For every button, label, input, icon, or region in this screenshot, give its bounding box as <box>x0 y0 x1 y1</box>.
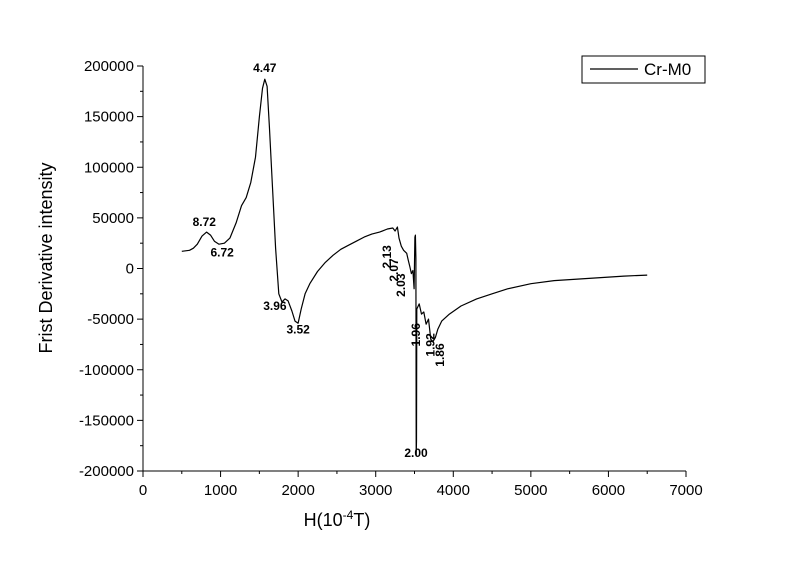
y-axis-title: Frist Derivative intensity <box>36 162 56 353</box>
peak-label: 2.03 <box>394 273 408 297</box>
x-axis-title-prefix: H(10 <box>304 510 343 530</box>
peak-label: 3.52 <box>286 322 310 336</box>
peak-label: 1.92 <box>424 333 438 357</box>
x-tick-label: 2000 <box>281 482 314 499</box>
peak-label: 2.07 <box>387 258 401 282</box>
series-layer <box>181 78 648 457</box>
x-tick-label: 3000 <box>359 482 392 499</box>
legend: Cr-M0 <box>581 55 706 84</box>
y-tick-label: -50000 <box>87 311 134 328</box>
x-tick-label: 4000 <box>437 482 470 499</box>
legend-entry-cr-m0: Cr-M0 <box>644 60 691 79</box>
ticks: 0 1000 2000 3000 4000 5000 6000 7000 -200000 -150… <box>79 58 703 499</box>
y-tick-label: 200000 <box>84 58 134 75</box>
x-tick-label: 5000 <box>514 482 547 499</box>
y-tick-label: -100000 <box>79 362 134 379</box>
y-tick-label: -150000 <box>79 412 134 429</box>
x-tick-label: 6000 <box>592 482 625 499</box>
peak-label: 6.72 <box>210 245 234 259</box>
x-axis-title: H(10-4T) <box>304 508 371 530</box>
peak-label: 2.13 <box>380 245 394 269</box>
legend-box <box>581 55 706 84</box>
series-line-cr-m0 <box>181 78 648 457</box>
peak-label: 4.47 <box>253 61 277 75</box>
x-tick-label: 1000 <box>204 482 237 499</box>
y-tick-label: -200000 <box>79 463 134 480</box>
peak-label: 1.96 <box>409 323 423 347</box>
peak-label: 1.86 <box>433 343 447 367</box>
x-axis-title-suffix: T) <box>353 510 370 530</box>
y-tick-label: 150000 <box>84 109 134 126</box>
x-tick-label: 7000 <box>669 482 702 499</box>
x-tick-label: 0 <box>139 482 147 499</box>
x-axis-title-exponent: -4 <box>343 508 354 522</box>
peak-label: 3.96 <box>263 299 287 313</box>
peak-annotations: 4.47 8.72 6.72 3.96 3.52 2.132.072.03 2.00 1.96… <box>193 61 447 460</box>
y-tick-label: 50000 <box>92 210 134 227</box>
peak-label: 2.00 <box>404 446 428 460</box>
y-tick-label: 0 <box>126 261 134 278</box>
y-tick-label: 100000 <box>84 159 134 176</box>
peak-label: 8.72 <box>193 215 217 229</box>
